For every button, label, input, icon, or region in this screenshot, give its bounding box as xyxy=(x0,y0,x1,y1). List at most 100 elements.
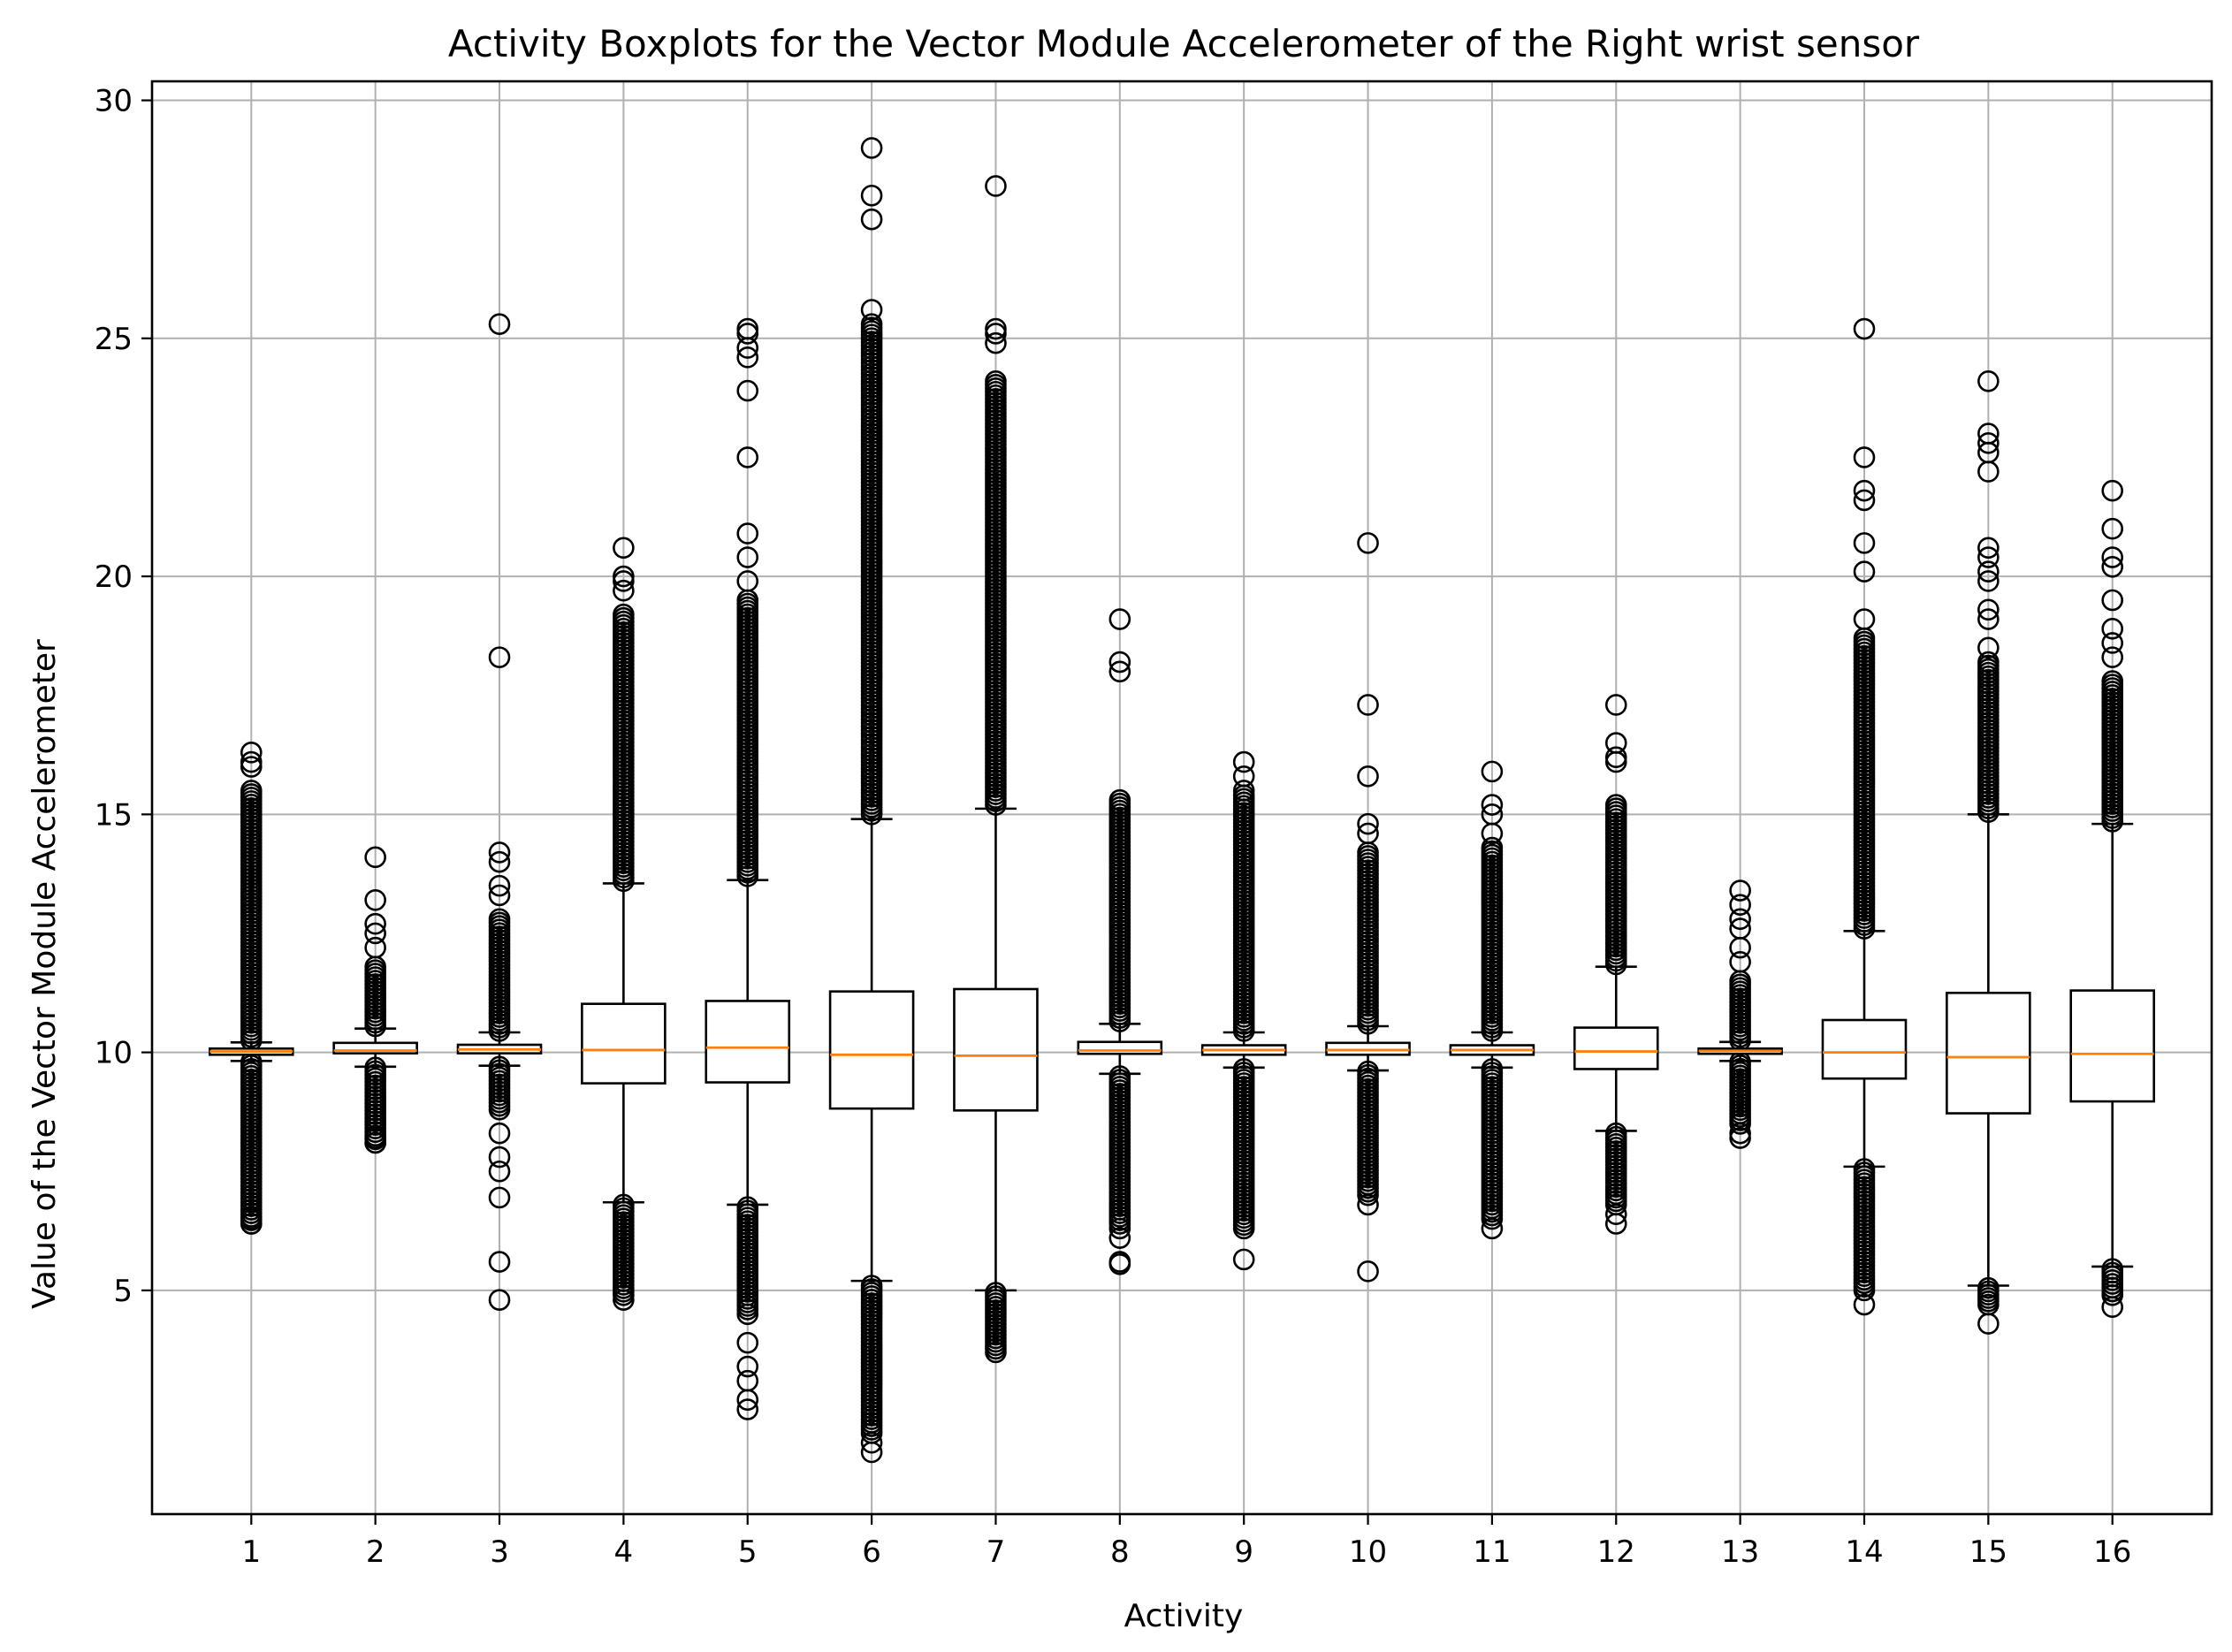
outlier-point xyxy=(1108,1252,1131,1275)
outlier-point xyxy=(1232,765,1255,788)
outlier-point xyxy=(1729,1127,1751,1149)
outlier-point xyxy=(1357,1260,1379,1283)
box-activity-11 xyxy=(1449,760,1535,1240)
outlier-point xyxy=(488,1251,511,1273)
outlier-point xyxy=(1357,812,1379,835)
x-tick-label: 14 xyxy=(1845,1534,1883,1570)
outlier-point xyxy=(1729,950,1751,973)
outlier-point xyxy=(736,1303,759,1326)
iqr-box xyxy=(705,1000,791,1084)
outlier-point xyxy=(1481,794,1504,816)
x-tick-label: 16 xyxy=(2093,1534,2131,1570)
outlier-point xyxy=(736,317,759,340)
outlier-point xyxy=(1977,560,2000,582)
iqr-box xyxy=(2069,989,2156,1103)
x-tick-label: 2 xyxy=(366,1534,385,1570)
box-activity-7 xyxy=(953,175,1039,1364)
y-axis-label: Value of the Vector Module Accelerometer xyxy=(27,639,63,1309)
outlier-point xyxy=(1853,1279,1876,1302)
outlier-point xyxy=(736,546,759,568)
outlier-point xyxy=(488,841,511,864)
outlier-point xyxy=(985,331,1007,354)
x-tick-label: 4 xyxy=(614,1534,634,1570)
outlier-point xyxy=(1729,908,1751,931)
box-activity-14 xyxy=(1821,317,1908,1316)
outlier-point xyxy=(1481,803,1504,826)
outlier-point xyxy=(860,299,883,321)
outlier-point xyxy=(1977,598,2000,621)
outlier-point xyxy=(1357,694,1379,716)
x-tick-label: 10 xyxy=(1349,1534,1387,1570)
outlier-point xyxy=(613,579,635,602)
outlier-point xyxy=(1108,660,1131,683)
outlier-point xyxy=(1232,1248,1255,1271)
outlier-point xyxy=(1357,765,1379,788)
outlier-point xyxy=(2101,1283,2124,1306)
outlier-point xyxy=(736,1331,759,1354)
outlier-point xyxy=(1977,431,2000,454)
x-tick-label: 5 xyxy=(738,1534,758,1570)
outlier-point xyxy=(1604,732,1627,754)
outlier-point xyxy=(488,646,511,668)
iqr-box xyxy=(1077,1040,1163,1055)
box-activity-6 xyxy=(828,137,915,1464)
outlier-point xyxy=(1977,369,2000,392)
outlier-point xyxy=(613,1289,635,1311)
box-activity-4 xyxy=(581,537,667,1311)
box-activity-13 xyxy=(1697,879,1783,1149)
axes-frame xyxy=(150,80,2213,1516)
outlier-point xyxy=(1729,894,1751,916)
outlier-point xyxy=(1232,1217,1255,1240)
outlier-point xyxy=(488,1160,511,1183)
outlier-point xyxy=(2101,618,2124,640)
outlier-point xyxy=(1357,1193,1379,1216)
outlier-point xyxy=(1232,780,1255,802)
outlier-point xyxy=(2101,1296,2124,1319)
outlier-point xyxy=(1853,317,1876,340)
outlier-point xyxy=(1853,489,1876,512)
outlier-point xyxy=(1853,608,1876,630)
x-tick-label: 6 xyxy=(862,1534,881,1570)
chart-title: Activity Boxplots for the Vector Module … xyxy=(448,22,1920,65)
iqr-box xyxy=(828,990,915,1110)
box-activity-10 xyxy=(1325,532,1411,1283)
outlier-point xyxy=(1977,570,2000,592)
outlier-point xyxy=(1481,1217,1504,1240)
x-tick-label: 7 xyxy=(986,1534,1006,1570)
outlier-point xyxy=(860,208,883,231)
box-activity-2 xyxy=(332,846,418,1154)
outlier-point xyxy=(488,313,511,335)
iqr-box xyxy=(332,1041,418,1054)
iqr-box xyxy=(1573,1026,1659,1070)
x-tick-label: 9 xyxy=(1234,1534,1253,1570)
outlier-point xyxy=(1357,822,1379,845)
box-activity-9 xyxy=(1200,750,1287,1271)
outlier-point xyxy=(488,1098,511,1121)
outlier-point xyxy=(1481,1207,1504,1230)
outlier-point xyxy=(488,1122,511,1145)
box-activity-16 xyxy=(2069,479,2156,1319)
outlier-point xyxy=(1977,537,2000,560)
outlier-point xyxy=(613,537,635,560)
iqr-box xyxy=(953,987,1039,1112)
x-tick-label: 11 xyxy=(1473,1534,1511,1570)
outlier-point xyxy=(1729,1113,1751,1135)
outlier-point xyxy=(1232,750,1255,773)
outlier-point xyxy=(488,1289,511,1311)
outlier-point xyxy=(364,922,386,945)
outlier-point xyxy=(1729,879,1751,902)
iqr-box xyxy=(581,1002,667,1085)
outlier-point xyxy=(2101,546,2124,568)
outlier-point xyxy=(736,346,759,369)
outlier-point xyxy=(985,175,1007,197)
outlier-point xyxy=(1977,1313,2000,1335)
box-activity-12 xyxy=(1573,694,1659,1235)
box-activity-1 xyxy=(208,742,294,1235)
outlier-point xyxy=(2101,517,2124,540)
plot-area xyxy=(208,137,2156,1464)
outlier-point xyxy=(985,1341,1007,1364)
outlier-point xyxy=(364,888,386,911)
x-tick-label: 12 xyxy=(1597,1534,1635,1570)
x-tick-label: 1 xyxy=(241,1534,261,1570)
outlier-point xyxy=(1977,608,2000,630)
